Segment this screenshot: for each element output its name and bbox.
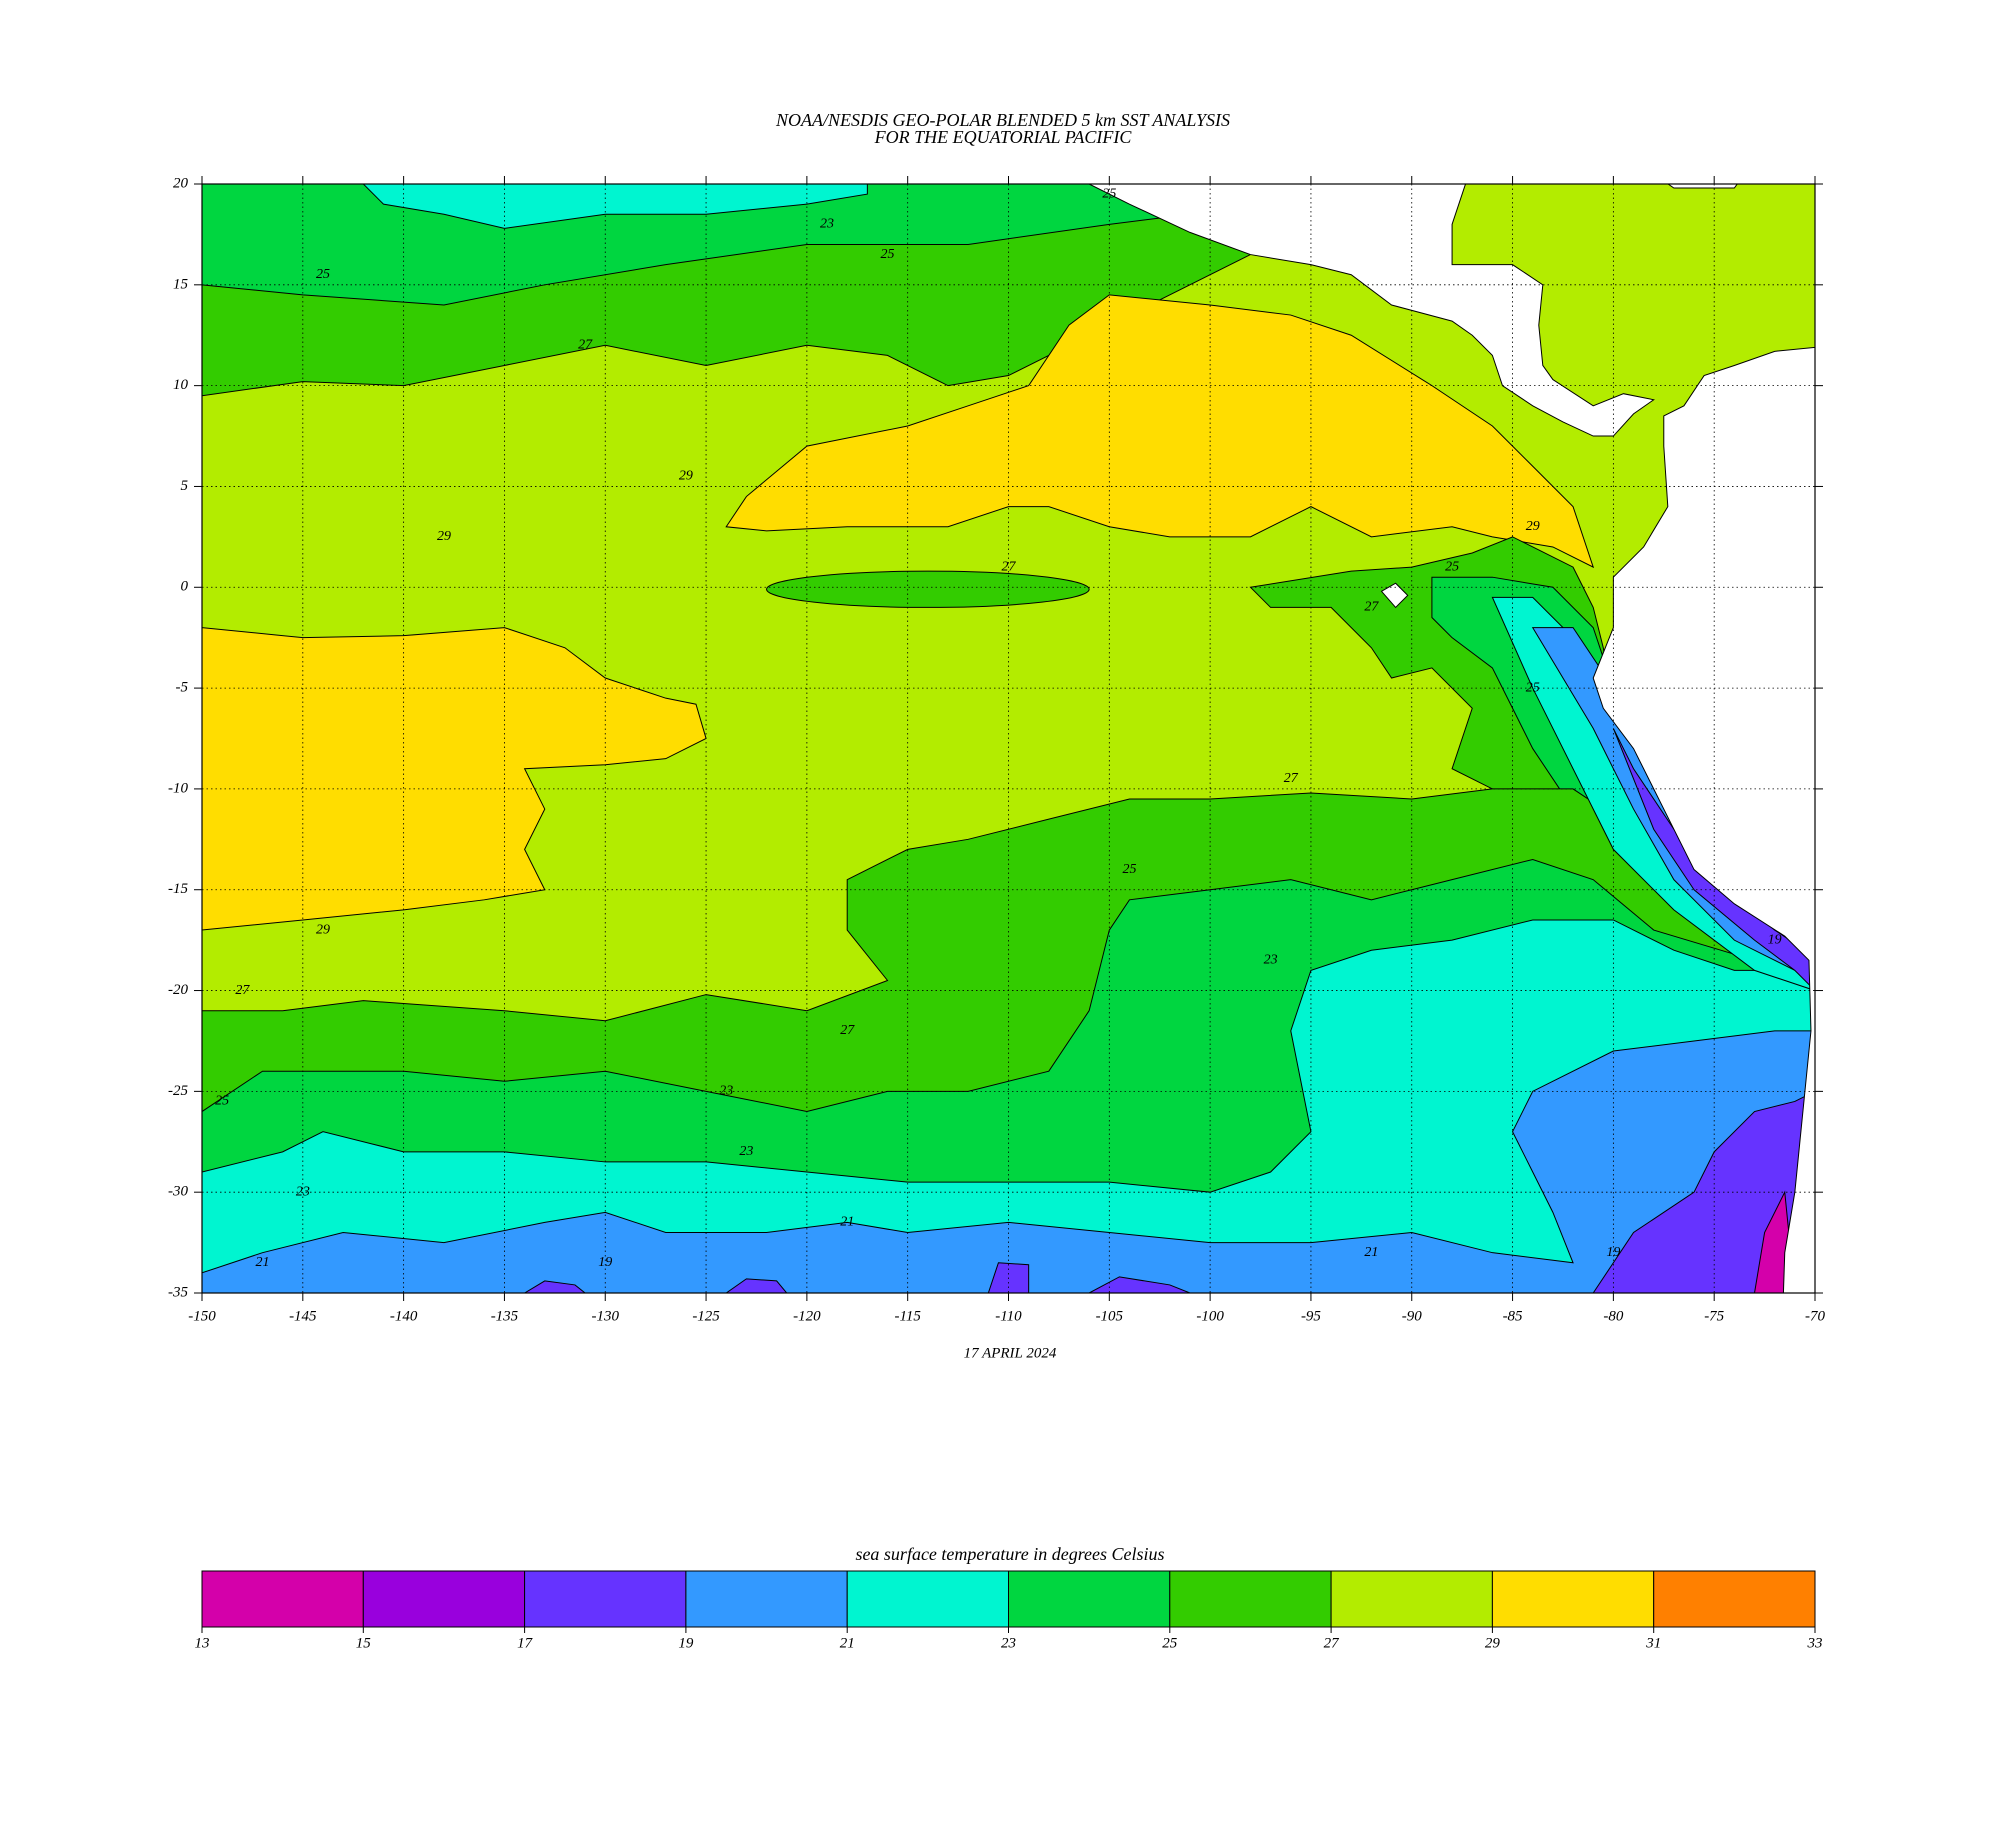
y-tick-label: 20: [173, 175, 189, 191]
contour-label: 27: [1002, 559, 1017, 574]
x-tick-label: -140: [390, 1308, 418, 1324]
contour-label: 25: [1102, 186, 1116, 201]
colorbar-tick-label: 29: [1485, 1635, 1501, 1651]
contour-label: 21: [840, 1215, 854, 1230]
contour-label: 27: [578, 338, 593, 353]
sst-field: [202, 184, 1815, 1293]
contour-label: 23: [739, 1144, 753, 1159]
contour-label: 25: [215, 1094, 229, 1109]
x-tick-label: -100: [1196, 1308, 1224, 1324]
sst-region: [726, 1279, 786, 1293]
colorbar-swatch: [524, 1570, 687, 1628]
colorbar-swatch: [846, 1570, 1010, 1628]
sst-region: [202, 1031, 1815, 1293]
contour-label: 19: [1768, 932, 1782, 947]
colorbar-title: sea surface temperature in degrees Celsi…: [855, 1544, 1164, 1564]
x-tick-label: -130: [592, 1308, 620, 1324]
x-tick-label: -90: [1402, 1308, 1422, 1324]
contour-label: 27: [235, 983, 250, 998]
colorbar-swatch: [1653, 1570, 1816, 1628]
contour-label: 29: [1526, 519, 1540, 534]
colorbar-tick-label: 21: [840, 1635, 855, 1651]
colorbar-swatch: [1330, 1570, 1493, 1628]
y-tick-label: -5: [176, 680, 189, 696]
contour-label: 29: [679, 469, 693, 484]
contour-label: 29: [316, 922, 330, 937]
colorbar-tick-label: 25: [1162, 1635, 1178, 1651]
y-tick-label: -20: [168, 982, 188, 998]
colorbar-tick-label: 27: [1324, 1635, 1341, 1651]
x-tick-label: -115: [894, 1308, 921, 1324]
x-tick-label: -80: [1603, 1308, 1623, 1324]
y-tick-label: -10: [168, 780, 188, 796]
map-subtitle: FOR THE EQUATORIAL PACIFIC: [874, 127, 1133, 147]
map-title: NOAA/NESDIS GEO-POLAR BLENDED 5 km SST A…: [775, 110, 1230, 130]
x-tick-label: -105: [1096, 1308, 1124, 1324]
plot-frame: [201, 183, 1816, 1294]
y-tick-label: -15: [168, 881, 188, 897]
contour-label: 25: [1526, 680, 1540, 695]
colorbar-tick-label: 19: [678, 1635, 694, 1651]
x-tick-label: -95: [1301, 1308, 1321, 1324]
contour-label: 23: [820, 217, 834, 232]
colorbar-tick-label: 33: [1807, 1635, 1823, 1651]
colorbar-swatch: [1008, 1570, 1171, 1628]
sst-region: [767, 571, 1090, 607]
colorbar: 13 15 17 19 21 23 25 27 29 31 33: [195, 1570, 1823, 1651]
x-tick-label: -70: [1805, 1308, 1825, 1324]
colorbar-swatch: [1491, 1570, 1655, 1628]
contour-label: 27: [1364, 600, 1379, 615]
x-tick-label: -75: [1704, 1308, 1724, 1324]
contour-label: 19: [598, 1255, 612, 1270]
y-tick-label: -35: [168, 1284, 188, 1300]
map-area: [202, 184, 1815, 1293]
contour-label: 21: [255, 1255, 269, 1270]
date-label: 17 APRIL 2024: [964, 1345, 1057, 1361]
y-tick-label: 5: [181, 478, 189, 494]
contour-label: 27: [1284, 771, 1299, 786]
axes: -150 -145 -140 -135 -130 -125 -120 -115 -110 -105…: [168, 175, 1825, 1324]
sst-region: [202, 628, 706, 930]
colorbar-tick-label: 23: [1001, 1635, 1016, 1651]
contour-label: 19: [1606, 1245, 1620, 1260]
x-tick-label: -135: [491, 1308, 519, 1324]
colorbar-tick-label: 15: [356, 1635, 372, 1651]
contour-label: 25: [1122, 862, 1136, 877]
y-tick-label: 10: [173, 377, 189, 393]
contour-label: 23: [296, 1184, 310, 1199]
colorbar-tick-label: 13: [195, 1635, 210, 1651]
colorbar-swatch: [1169, 1570, 1332, 1628]
contour-label: 25: [1445, 559, 1459, 574]
colorbar-swatch: [201, 1570, 364, 1628]
contour-label: 21: [1364, 1245, 1378, 1260]
sst-region: [726, 295, 1593, 567]
land: [1654, 184, 1745, 188]
x-tick-label: -85: [1503, 1308, 1523, 1324]
x-tick-label: -145: [289, 1308, 317, 1324]
contour-label: 29: [437, 529, 451, 544]
land: [1382, 583, 1408, 607]
x-tick-label: -125: [692, 1308, 720, 1324]
contour-label: 27: [840, 1023, 855, 1038]
sst-region: [363, 184, 867, 228]
contour-label: 23: [1264, 953, 1278, 968]
x-tick-label: -110: [995, 1308, 1022, 1324]
colorbar-swatch: [685, 1570, 848, 1628]
y-tick-label: 0: [181, 579, 189, 595]
y-tick-label: 15: [173, 276, 189, 292]
x-tick-label: -150: [188, 1308, 216, 1324]
y-tick-label: -25: [168, 1083, 188, 1099]
colorbar-tick-label: 17: [517, 1635, 534, 1651]
sst-region: [525, 1281, 585, 1293]
x-tick-label: -120: [793, 1308, 821, 1324]
contour-label: 25: [881, 247, 895, 262]
y-tick-label: -30: [168, 1184, 188, 1200]
colorbar-tick-label: 31: [1645, 1635, 1661, 1651]
contour-label: 23: [719, 1084, 733, 1099]
colorbar-swatch: [362, 1570, 526, 1628]
contour-label: 25: [316, 267, 330, 282]
